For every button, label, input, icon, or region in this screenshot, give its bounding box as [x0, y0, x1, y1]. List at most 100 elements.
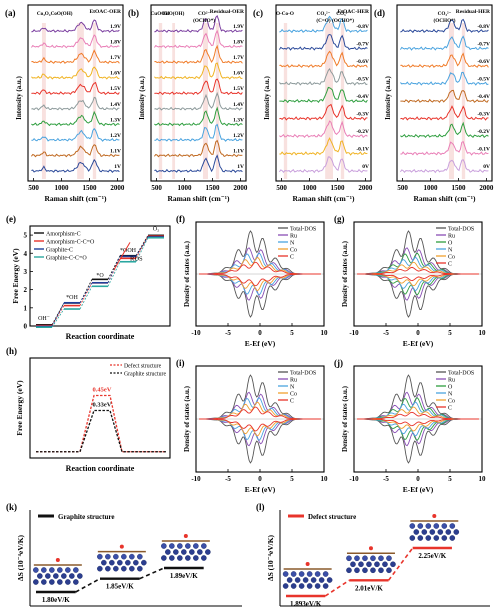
structure-atom: [109, 559, 115, 566]
dos-curve-C: [357, 273, 479, 282]
structure-atom: [53, 573, 59, 579]
x-tick-label: 5: [290, 329, 294, 337]
structure-atom: [197, 549, 203, 555]
peak-label: CO₃²⁻: [438, 11, 452, 17]
adsorbate-atom: [305, 562, 310, 566]
structure-atom: [417, 523, 424, 529]
legend-entry-Total-DOS: Total-DOS: [448, 227, 474, 233]
series-label-1.3V: 1.3V: [110, 117, 121, 123]
entropy-value-label: 1.80eV/K: [42, 596, 70, 604]
spectrum-1.5V: [31, 81, 120, 95]
structure-atom: [61, 573, 67, 579]
spectrum-1.8V: [30, 34, 120, 49]
adsorbate-atom: [119, 544, 124, 549]
series-label--0.8V: -0.8V: [356, 24, 369, 30]
legend-entry-Ru: Ru: [290, 234, 297, 240]
peak-label: (OCHO*): [434, 17, 456, 24]
structure-atom: [298, 571, 305, 577]
spectrum-1V: [154, 154, 243, 173]
legend-entry-Total-DOS: Total-DOS: [290, 227, 316, 233]
x-tick-label: 1000: [178, 184, 193, 192]
dos-curve-C: [199, 273, 321, 287]
x-axis-label: Raman shift (cm⁻¹): [292, 194, 355, 203]
step-label: OH⁻: [38, 316, 50, 322]
spectrum--0.2V: [400, 121, 489, 139]
structure-atom: [346, 555, 352, 562]
structure-atom: [445, 529, 452, 535]
series-label-1.9V: 1.9V: [110, 24, 121, 30]
structure-atom: [282, 571, 289, 577]
x-tick-label: 1500: [451, 184, 466, 192]
rds-label: RDS: [130, 256, 143, 263]
y-axis-label: Density of states (a.u.): [341, 385, 349, 452]
structure-atom: [105, 553, 111, 560]
structure-atom: [378, 567, 384, 574]
step-label: O₂: [153, 227, 159, 233]
dos-curve-Co: [199, 401, 321, 420]
peak-label: CoO(OH): [51, 10, 73, 17]
peak-label: O-Co-O: [276, 11, 294, 17]
structure-atom: [318, 577, 325, 583]
shaded-band: [172, 23, 176, 179]
structure-atom: [429, 529, 436, 535]
x-axis-label: E-Ef (eV): [245, 339, 276, 348]
energy-connector: [79, 286, 93, 310]
energy-connector: [51, 302, 65, 327]
structure-atom: [189, 549, 195, 555]
structure-atom: [137, 553, 143, 560]
x-tick-label: 1500: [82, 184, 97, 192]
spectrum-1.7V: [154, 44, 243, 64]
y-axis-label: Density of states (a.u.): [183, 240, 191, 307]
dos-curve-C: [199, 418, 321, 432]
peak-label: (OCHO*): [193, 17, 215, 24]
legend-entry-Total-DOS: Total-DOS: [448, 371, 474, 377]
structure-atom: [201, 543, 207, 549]
shaded-band: [283, 23, 288, 179]
spectrum-0V: [399, 159, 489, 174]
legend-entry-C: C: [448, 262, 452, 268]
panel-letter: (h): [6, 346, 17, 356]
entropy-value-label: 1.85eV/K: [106, 583, 134, 591]
structure-atom: [33, 567, 39, 573]
legend-entry-Graphite structure: Graphite structure: [124, 372, 166, 378]
structure-atom: [117, 559, 123, 566]
barrier-label-Defect structure: 0.45eV: [93, 387, 112, 394]
entropy-connector: [139, 567, 165, 580]
structure-atom: [290, 571, 297, 577]
structure-atom: [417, 535, 424, 541]
y-axis-label: Intensity (a.u.): [384, 75, 392, 119]
panel-inline-title: EtOAC-OER: [90, 9, 123, 15]
spectrum--0.6V: [279, 50, 368, 68]
dos-curve-N: [357, 418, 479, 437]
dos-curve-Co: [357, 406, 479, 420]
series-label-1.5V: 1.5V: [110, 86, 121, 92]
x-tick-label: 5: [448, 475, 452, 483]
structure-atom: [113, 565, 119, 572]
dos-curve-N: [199, 252, 321, 275]
x-tick-label: -5: [383, 329, 389, 337]
peak-label: CO₃²⁻: [317, 11, 331, 17]
shaded-band: [340, 23, 345, 179]
x-tick-label: -10: [349, 329, 359, 337]
series-label-1.6V: 1.6V: [110, 71, 121, 77]
structure-atom: [165, 549, 171, 555]
x-axis-label: Raman shift (cm⁻¹): [167, 194, 230, 203]
structure-atom: [105, 565, 111, 572]
x-tick-label: -10: [191, 329, 201, 337]
spectrum--0.5V: [279, 67, 368, 86]
x-tick-label: 1000: [424, 184, 439, 192]
legend-entry-N: N: [448, 248, 453, 254]
energy-connector: [51, 302, 65, 325]
raman-panel-c: -0.8V -0.7V -0.6V -0.5V -0.4V -0.3V -0.2V -0.1V…: [253, 4, 373, 203]
x-tick-label: 500: [397, 184, 408, 192]
panel-letter: (d): [374, 8, 385, 18]
structure-atom: [290, 583, 297, 589]
structure-atom: [409, 523, 416, 529]
spectrum-1.9V: [31, 19, 120, 33]
structure-atom: [286, 577, 293, 583]
structure-atom: [425, 535, 432, 541]
panel-inline-title: EtOAC-HER: [338, 9, 371, 15]
structure-atom: [441, 523, 448, 529]
series-label--0.1V: -0.1V: [356, 147, 369, 153]
